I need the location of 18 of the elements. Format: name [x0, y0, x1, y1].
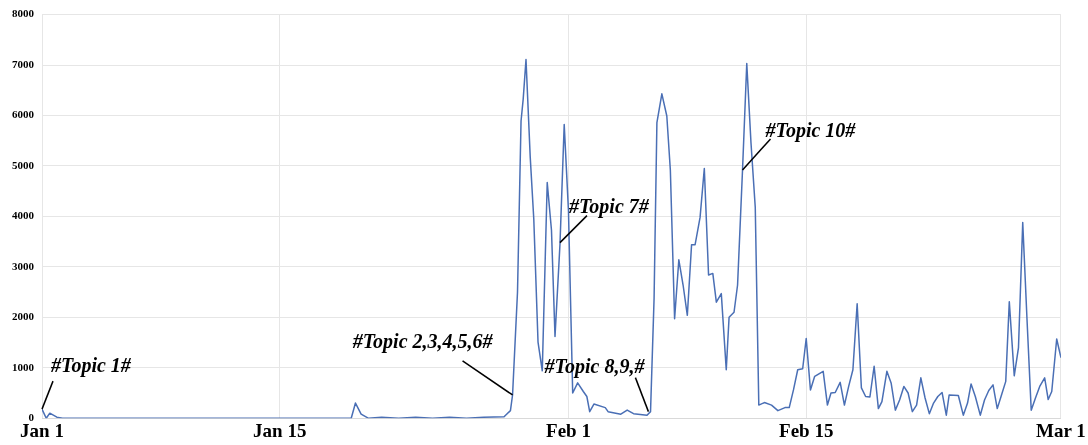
y-tick-label: 0 — [28, 411, 35, 424]
y-tick-label: 1000 — [12, 360, 35, 373]
annotation: #Topic 2,3,4,5,6# — [351, 329, 494, 353]
x-tick-label: Mar 1 — [1036, 419, 1086, 441]
y-tick-label: 5000 — [12, 158, 35, 171]
annotation: #Topic 7# — [567, 194, 650, 218]
y-tick-label: 6000 — [12, 108, 35, 121]
y-tick-label: 3000 — [12, 259, 35, 272]
annotation: #Topic 8,9,# — [543, 354, 646, 378]
x-tick-label: Feb 1 — [546, 419, 591, 441]
annotation: #Topic 10# — [764, 118, 857, 142]
annotation: #Topic 1# — [50, 354, 132, 378]
x-tick-label: Jan 15 — [253, 419, 307, 441]
y-tick-label: 8000 — [12, 7, 35, 20]
y-tick-label: 4000 — [12, 209, 35, 222]
y-tick-label: 7000 — [12, 57, 35, 70]
x-tick-label: Feb 15 — [779, 419, 834, 441]
y-tick-label: 2000 — [12, 310, 35, 323]
